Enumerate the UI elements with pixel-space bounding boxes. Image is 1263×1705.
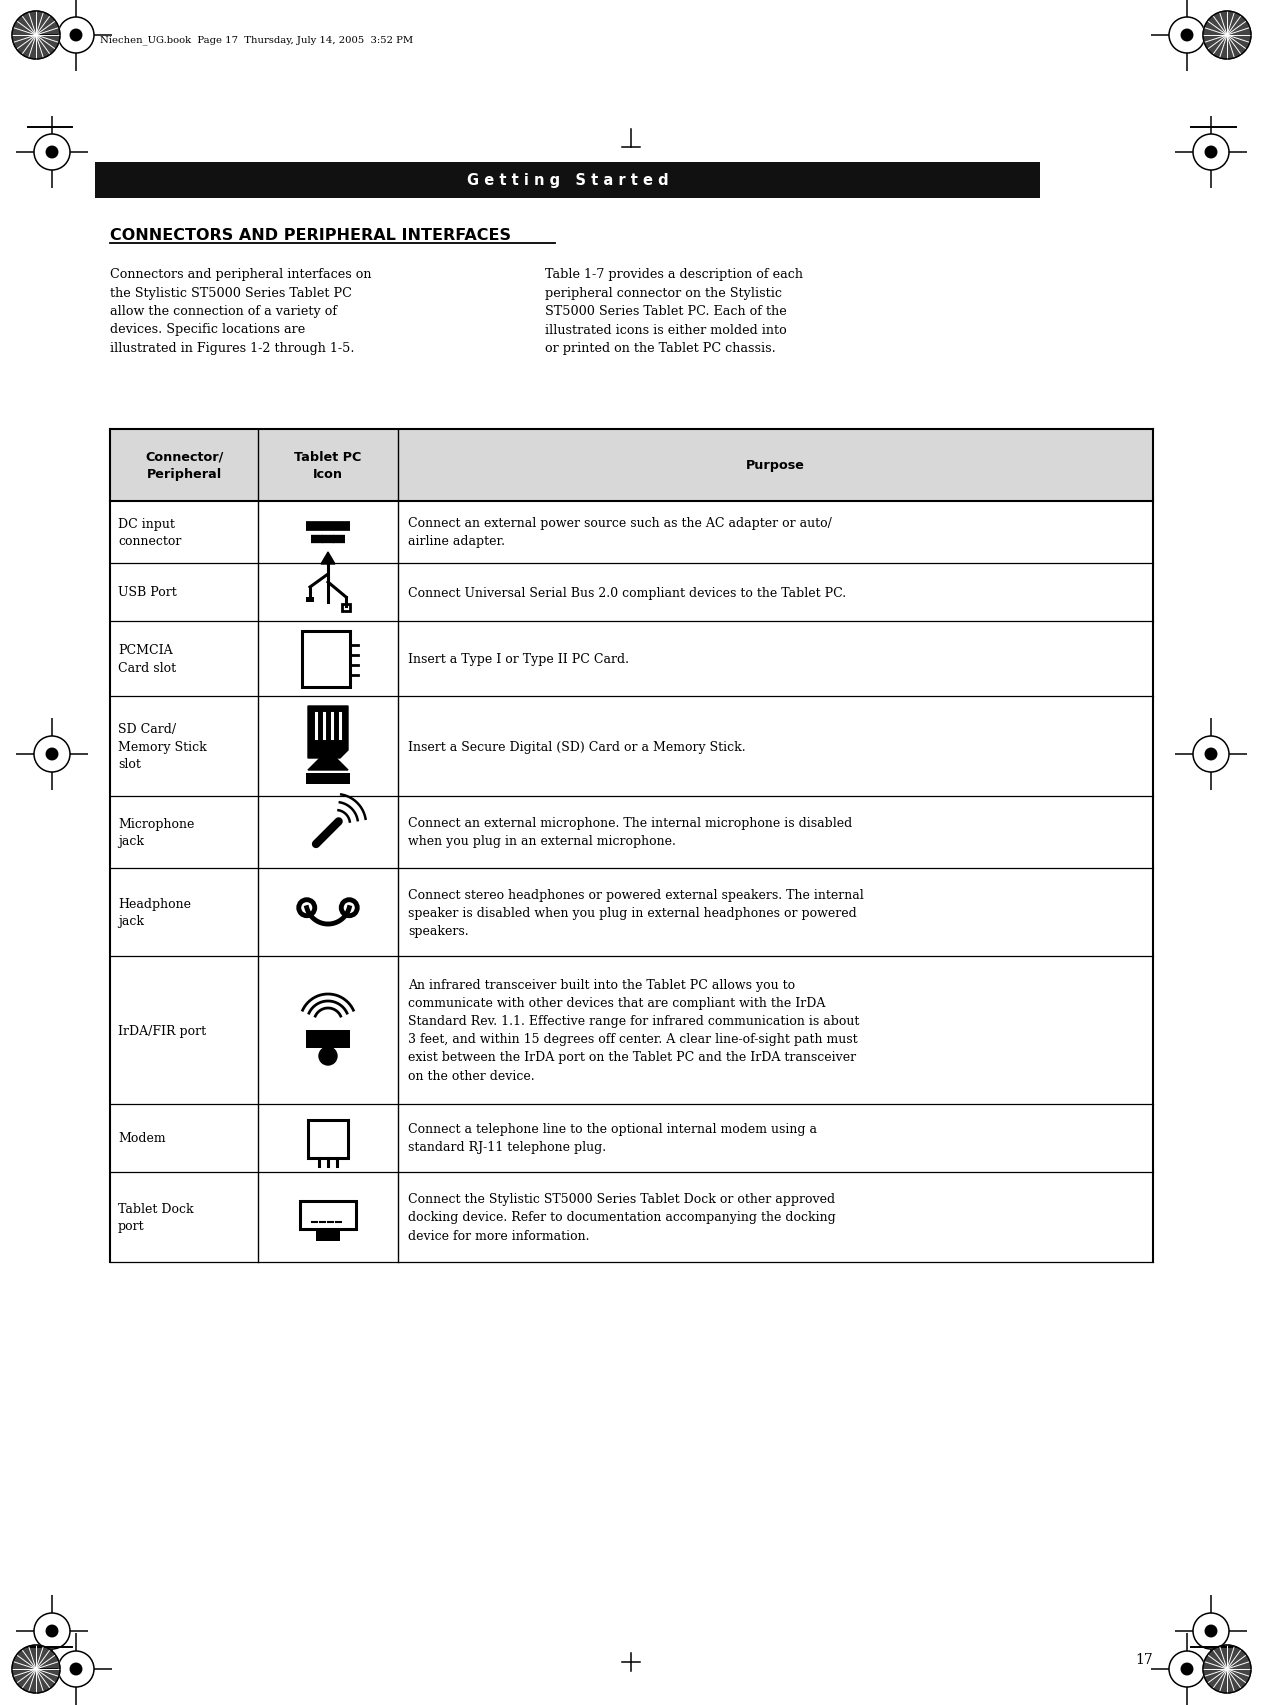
Circle shape bbox=[1181, 31, 1192, 41]
Text: Connect stereo headphones or powered external speakers. The internal
speaker is : Connect stereo headphones or powered ext… bbox=[408, 888, 864, 938]
Text: USB Port: USB Port bbox=[117, 587, 177, 598]
Bar bbox=[306, 1030, 350, 1049]
Text: Connect Universal Serial Bus 2.0 compliant devices to the Tablet PC.: Connect Universal Serial Bus 2.0 complia… bbox=[408, 587, 846, 598]
Circle shape bbox=[13, 1645, 61, 1693]
Text: Headphone
jack: Headphone jack bbox=[117, 897, 191, 928]
Bar bbox=[302, 631, 350, 687]
Text: DC input
connector: DC input connector bbox=[117, 518, 182, 547]
Circle shape bbox=[1205, 147, 1216, 159]
Circle shape bbox=[1205, 748, 1216, 760]
Polygon shape bbox=[308, 750, 349, 771]
Bar bbox=[306, 774, 350, 784]
Text: Insert a Secure Digital (SD) Card or a Memory Stick.: Insert a Secure Digital (SD) Card or a M… bbox=[408, 740, 745, 754]
Text: Connect a telephone line to the optional internal modem using a
standard RJ-11 t: Connect a telephone line to the optional… bbox=[408, 1124, 817, 1154]
Circle shape bbox=[320, 1047, 337, 1066]
Circle shape bbox=[47, 147, 58, 159]
Circle shape bbox=[71, 1664, 82, 1674]
Text: Connect an external microphone. The internal microphone is disabled
when you plu: Connect an external microphone. The inte… bbox=[408, 817, 853, 847]
Text: Connectors and peripheral interfaces on
the Stylistic ST5000 Series Tablet PC
al: Connectors and peripheral interfaces on … bbox=[110, 268, 371, 355]
Circle shape bbox=[1205, 1625, 1216, 1637]
Text: G e t t i n g   S t a r t e d: G e t t i n g S t a r t e d bbox=[467, 174, 668, 188]
Text: Table 1-7 provides a description of each
peripheral connector on the Stylistic
S: Table 1-7 provides a description of each… bbox=[546, 268, 803, 355]
Circle shape bbox=[1202, 12, 1250, 60]
Circle shape bbox=[1202, 1645, 1250, 1693]
Bar bbox=[316, 1229, 340, 1241]
Text: 17: 17 bbox=[1135, 1652, 1153, 1666]
Text: Niechen_UG.book  Page 17  Thursday, July 14, 2005  3:52 PM: Niechen_UG.book Page 17 Thursday, July 1… bbox=[100, 36, 413, 44]
Bar bbox=[306, 598, 314, 602]
Text: An infrared transceiver built into the Tablet PC allows you to
communicate with : An infrared transceiver built into the T… bbox=[408, 979, 859, 1083]
Polygon shape bbox=[321, 552, 335, 564]
Bar bbox=[110, 430, 1153, 501]
Text: Purpose: Purpose bbox=[746, 459, 805, 472]
Polygon shape bbox=[308, 706, 349, 759]
Text: CONNECTORS AND PERIPHERAL INTERFACES: CONNECTORS AND PERIPHERAL INTERFACES bbox=[110, 228, 512, 242]
Text: Tablet PC
Icon: Tablet PC Icon bbox=[294, 450, 361, 481]
Text: SD Card/
Memory Stick
slot: SD Card/ Memory Stick slot bbox=[117, 723, 207, 771]
Bar bbox=[301, 1202, 356, 1229]
Text: Insert a Type I or Type II PC Card.: Insert a Type I or Type II PC Card. bbox=[408, 653, 629, 665]
Bar bbox=[95, 164, 1039, 199]
Text: Connect the Stylistic ST5000 Series Tablet Dock or other approved
docking device: Connect the Stylistic ST5000 Series Tabl… bbox=[408, 1194, 836, 1241]
Circle shape bbox=[47, 748, 58, 760]
Bar bbox=[308, 1120, 349, 1158]
Text: IrDA/FIR port: IrDA/FIR port bbox=[117, 1025, 206, 1037]
Bar bbox=[342, 605, 350, 612]
Text: PCMCIA
Card slot: PCMCIA Card slot bbox=[117, 644, 176, 673]
Circle shape bbox=[1181, 1664, 1192, 1674]
Text: Modem: Modem bbox=[117, 1132, 165, 1144]
Text: Microphone
jack: Microphone jack bbox=[117, 817, 195, 847]
Circle shape bbox=[13, 12, 61, 60]
Text: Connect an external power source such as the AC adapter or auto/
airline adapter: Connect an external power source such as… bbox=[408, 517, 832, 549]
Circle shape bbox=[71, 31, 82, 41]
Text: Tablet Dock
port: Tablet Dock port bbox=[117, 1202, 193, 1233]
Text: Connector/
Peripheral: Connector/ Peripheral bbox=[145, 450, 224, 481]
Circle shape bbox=[47, 1625, 58, 1637]
